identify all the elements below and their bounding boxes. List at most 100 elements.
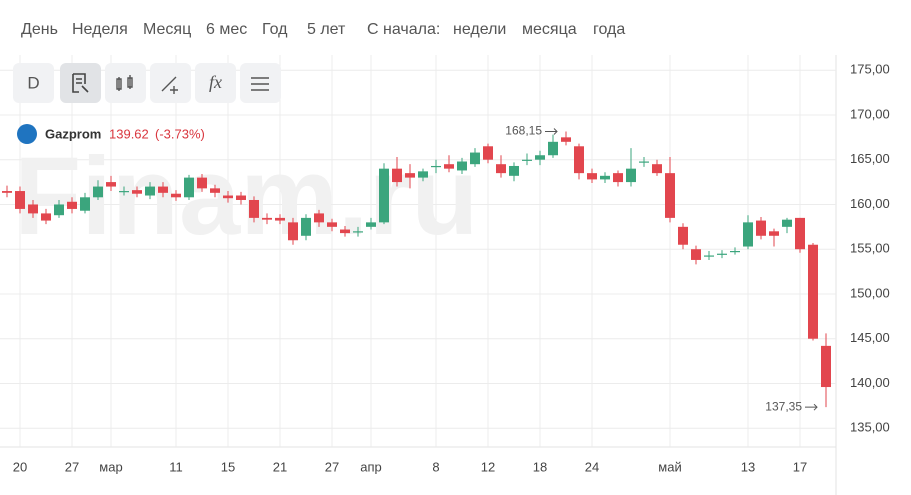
watermark: Finam.ru [14,135,479,258]
candle-body [808,244,818,339]
candle-body [288,222,298,241]
x-tick-label: 8 [432,459,439,474]
candle-body [600,175,610,180]
candle-body [236,195,246,200]
y-tick-label: 135,00 [850,420,890,435]
candle-body [821,345,831,388]
candle-body [587,173,597,180]
y-tick-label: 160,00 [850,196,890,211]
candle-body [405,173,415,178]
candle-body [717,253,727,255]
candle-body [639,161,649,163]
legend-price: 139.62 [109,126,149,141]
annotation-label: 168,15 [505,124,542,138]
toolbar-button[interactable] [105,63,146,103]
period-button[interactable]: недели [453,21,506,38]
candle-body [444,164,454,169]
toolbar-label: fx [209,72,222,92]
period-button[interactable]: Месяц [143,21,191,38]
candle-body [483,146,493,160]
candle-body [431,165,441,168]
candle-body [522,159,532,161]
icon [251,77,269,91]
candle-body [574,146,584,174]
candle-body [769,231,779,236]
x-tick-label: 24 [585,459,599,474]
x-tick-label: 17 [793,459,807,474]
candle-body [561,137,571,142]
candle-body [366,222,376,227]
annotation-arrow [545,128,558,135]
y-tick-label: 175,00 [850,62,890,77]
candle-body [665,173,675,218]
x-tick-label: 27 [65,459,79,474]
candle-body [535,155,545,160]
legend-name: Gazprom [45,126,101,141]
period-button[interactable]: 6 мес [206,21,247,38]
candle-body [756,220,766,236]
candle-body [275,217,285,221]
icon [116,75,133,91]
candle-body [730,251,740,253]
candle-body [470,152,480,165]
candle-body [158,186,168,193]
candle-body [418,171,428,178]
candle-body [548,141,558,156]
toolbar-button[interactable] [195,63,236,103]
x-tick-label: 12 [481,459,495,474]
y-tick-label: 155,00 [850,241,890,256]
candle-body [743,222,753,247]
candle-body [197,177,207,189]
candle-body [678,226,688,245]
period-button[interactable]: День [21,21,58,38]
candle-body [340,229,350,234]
candle-body [171,193,181,198]
candle-body [15,191,25,209]
toolbar-button[interactable] [13,63,54,103]
y-tick-label: 150,00 [850,285,890,300]
period-button[interactable]: С начала: [367,21,440,38]
toolbar-button[interactable] [240,63,281,103]
candle-body [652,164,662,174]
candle-body [41,213,51,221]
candle-body [262,217,272,220]
annotation-arrow [805,403,818,411]
icon [72,73,89,93]
candle-body [314,213,324,223]
candle-body [223,195,233,199]
candle-body [795,217,805,250]
candle-body [249,199,259,218]
annotation-label: 137,35 [765,399,802,413]
icon [161,76,178,94]
x-tick-label: апр [360,459,382,474]
candle-body [691,249,701,260]
period-button[interactable]: месяца [522,21,577,38]
legend-change: (-3.73%) [155,126,205,141]
period-button[interactable]: 5 лет [307,21,346,38]
candle-body [392,168,402,183]
x-tick-label: 18 [533,459,547,474]
candle-body [457,161,467,171]
y-tick-label: 170,00 [850,106,890,121]
candle-body [704,255,714,257]
candle-body [28,204,38,214]
candle-body [509,165,519,176]
candle-body [145,186,155,196]
candle-body [93,186,103,198]
candle-body [54,204,64,216]
period-button[interactable]: Год [262,21,288,38]
candle-body [67,201,77,209]
y-tick-label: 165,00 [850,151,890,166]
x-tick-label: 11 [169,459,183,474]
period-button[interactable]: Неделя [72,21,128,38]
candle-body [2,191,12,193]
x-tick-label: 21 [273,459,287,474]
x-tick-label: 15 [221,459,235,474]
y-tick-label: 145,00 [850,330,890,345]
x-tick-label: май [658,459,681,474]
candle-body [496,164,506,174]
candle-body [106,182,116,187]
period-button[interactable]: года [593,21,625,38]
